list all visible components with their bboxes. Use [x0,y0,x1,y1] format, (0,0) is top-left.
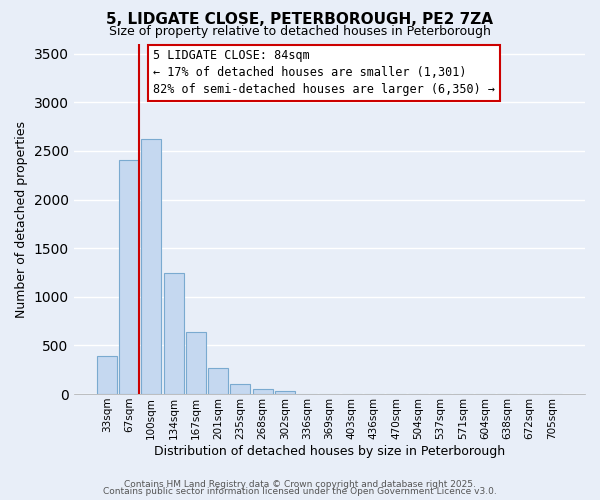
Bar [208,368,228,394]
Bar [97,356,117,394]
Text: Contains public sector information licensed under the Open Government Licence v3: Contains public sector information licen… [103,488,497,496]
Text: Contains HM Land Registry data © Crown copyright and database right 2025.: Contains HM Land Registry data © Crown c… [124,480,476,489]
Text: 5, LIDGATE CLOSE, PETERBOROUGH, PE2 7ZA: 5, LIDGATE CLOSE, PETERBOROUGH, PE2 7ZA [107,12,493,26]
Bar [141,140,161,394]
Bar [253,388,272,394]
Bar [230,384,250,394]
Bar [275,391,295,394]
Bar [119,160,139,394]
Text: Size of property relative to detached houses in Peterborough: Size of property relative to detached ho… [109,25,491,38]
Y-axis label: Number of detached properties: Number of detached properties [15,120,28,318]
Text: 5 LIDGATE CLOSE: 84sqm
← 17% of detached houses are smaller (1,301)
82% of semi-: 5 LIDGATE CLOSE: 84sqm ← 17% of detached… [153,50,495,96]
Bar [186,332,206,394]
Bar [164,274,184,394]
X-axis label: Distribution of detached houses by size in Peterborough: Distribution of detached houses by size … [154,444,505,458]
